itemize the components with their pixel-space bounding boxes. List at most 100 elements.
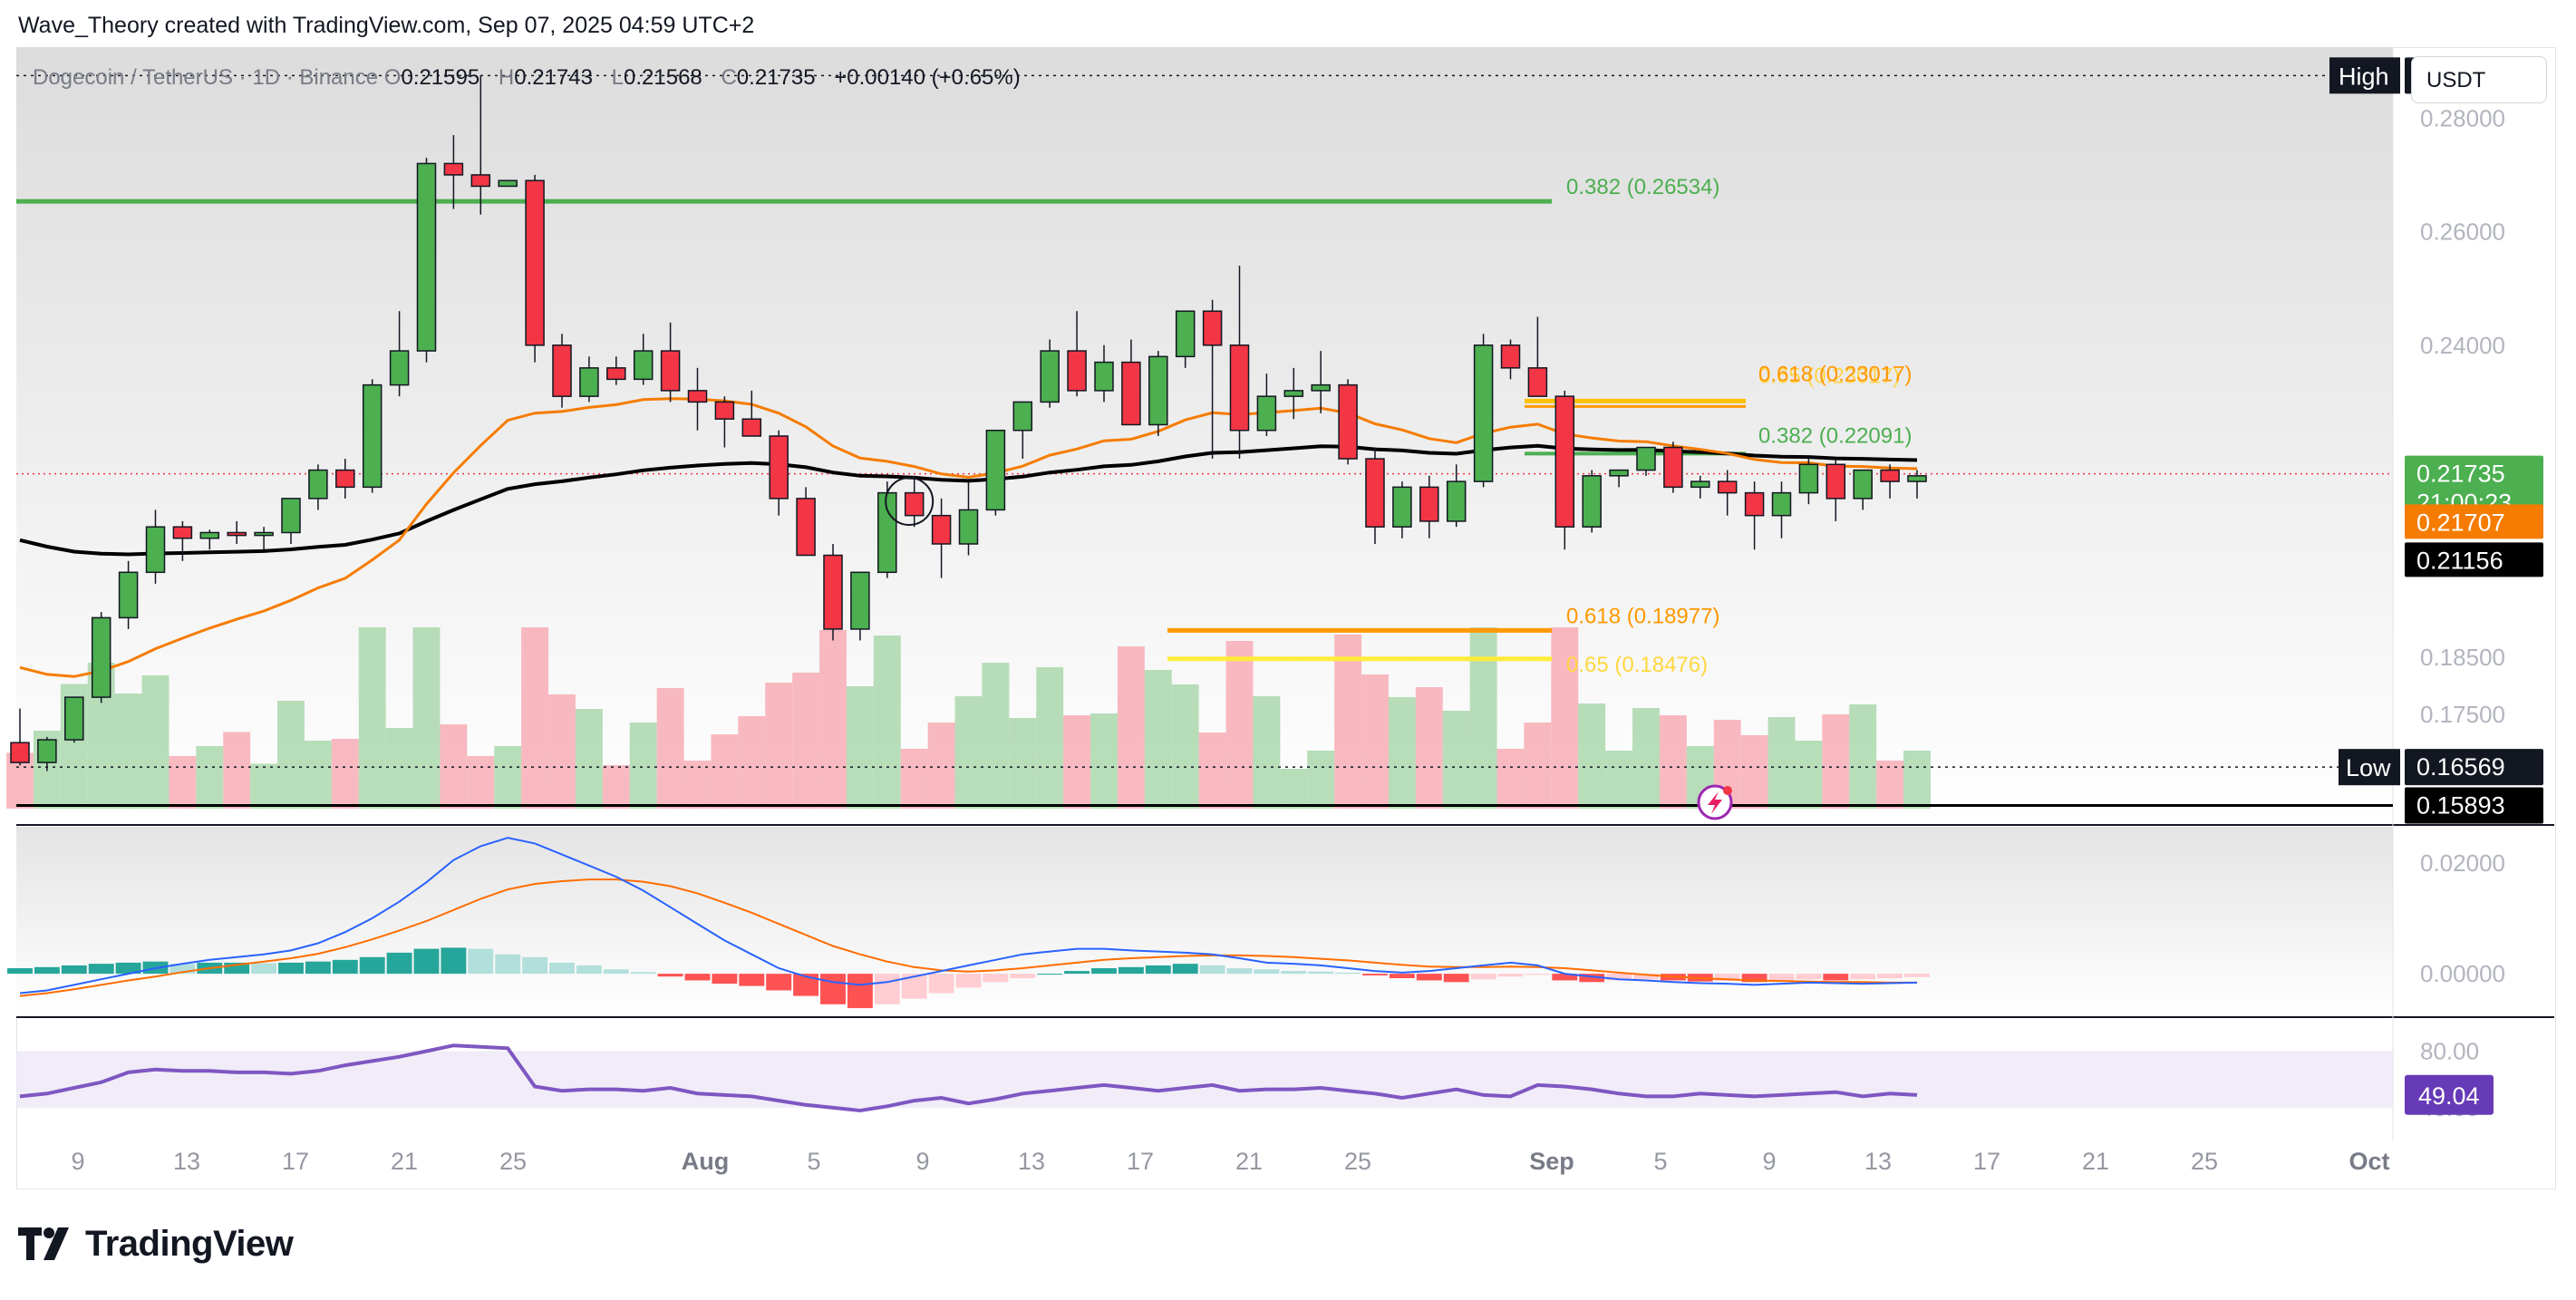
high-tag-bg [2329,57,2400,94]
symbol-name: Dogecoin / TetherUS · 1D · Binance [33,65,379,90]
crossover-marker [885,477,935,527]
volume-area [1469,627,1497,809]
volume-area [602,765,630,809]
volume-area [277,701,305,809]
price-axis-tick: 0.17500 [2420,701,2505,728]
macd-histogram-bar [413,948,440,975]
volume-area [196,746,224,809]
last-price-label-bg [2405,455,2543,519]
time-axis-tick: 13 [1864,1148,1892,1175]
macd-histogram-bar [1552,974,1578,981]
volume-area [412,627,441,809]
macd-axis-tick: 0.00000 [2420,960,2505,987]
volume-area [1578,703,1606,809]
candle [1853,469,1873,500]
volume-area [954,696,983,809]
volume-area [141,675,169,809]
macd-histogram-bar [1823,974,1849,981]
macd-histogram-bar [441,947,467,975]
lightning-icon-glyph [1708,791,1722,814]
volume-area [1524,723,1552,809]
tradingview-logo-text: TradingView [85,1223,294,1264]
time-axis-tick: 21 [1235,1148,1263,1175]
candle [1907,475,1927,482]
macd-histogram-bar [61,965,87,975]
macd-histogram-bar [1226,968,1253,975]
ema-slow-line [19,443,1918,557]
volume-area [1849,704,1877,809]
time-axis-tick: 25 [2191,1148,2218,1175]
lightning-icon[interactable] [1697,784,1733,820]
volume-area [1090,713,1118,809]
volume-area [1361,674,1389,809]
macd-histogram-bar [115,962,141,975]
candle [850,571,870,630]
rsi-axis-tick: 80.00 [2420,1037,2479,1064]
close-key: C [721,65,737,90]
fib-level-label: 0.618 (0.23017) [1758,362,1912,386]
candle [443,162,464,176]
candle [1121,361,1141,426]
candle [714,401,735,420]
candle [1690,480,1710,489]
time-axis-tick: 25 [499,1148,527,1175]
macd-histogram-bar [1579,974,1605,983]
volume-area [1822,714,1850,809]
candle [1175,310,1196,358]
ema-slow-price-label: 0.21156 [2416,547,2503,574]
fib-level-label: 0.65 (0.23017) [1758,364,1900,388]
macd-histogram-bar [684,974,711,981]
volume-area [1280,769,1308,809]
macd-histogram-bar [983,974,1009,983]
macd-histogram-bar [251,963,277,975]
candle [1500,344,1521,369]
time-axis-tick: 9 [915,1148,929,1175]
volume-area [1388,697,1416,809]
macd-axis-tick: 0.02000 [2420,849,2505,877]
macd-histogram-bar [549,962,575,975]
volume-area [738,716,766,809]
candle [1717,480,1738,494]
volume-area [846,686,874,809]
macd-histogram-bar [1497,974,1524,977]
time-axis-tick: Aug [682,1148,729,1175]
macd-histogram-bar [847,974,873,1009]
fib-level-label: 0.382 (0.26534) [1566,175,1719,199]
volume-area [1767,717,1796,809]
candle [525,179,545,346]
time-axis-tick: 17 [1127,1148,1154,1175]
volume-area [765,683,793,809]
volume-area [304,741,332,809]
rsi-band-background [16,1051,2393,1108]
macd-histogram-bar [1525,974,1551,975]
candle [362,383,383,489]
candle [633,350,654,381]
candle [687,390,708,403]
macd-pane-background [16,827,2393,1015]
time-axis-tick: Oct [2348,1148,2389,1175]
candle [1392,486,1412,528]
currency-button[interactable]: USDT [2411,56,2547,103]
macd-histogram-bar [1281,971,1307,975]
candle [1419,486,1439,522]
macd-histogram-bar [1741,974,1767,983]
candle [1365,458,1385,528]
ema-fast-price-label: 0.21707 [2416,509,2505,536]
macd-histogram-bar [1064,971,1090,975]
tradingview-logo[interactable]: TradingView [18,1223,294,1264]
candle [1338,383,1358,460]
macd-histogram-bar [305,961,331,975]
macd-histogram-bar [468,948,494,975]
macd-histogram-bar [1904,974,1930,977]
macd-histogram-bar [1199,965,1225,975]
macd-histogram-bar [1010,974,1036,979]
macd-histogram-bar [766,974,792,991]
volume-area [1415,687,1443,809]
time-axis-tick: 13 [1018,1148,1045,1175]
volume-area [1198,732,1226,809]
macd-histogram-bar [1633,974,1659,980]
fib-level-label: 0.618 (0.18977) [1566,604,1719,628]
volume-area [1117,646,1145,809]
macd-histogram-bar [576,965,602,975]
